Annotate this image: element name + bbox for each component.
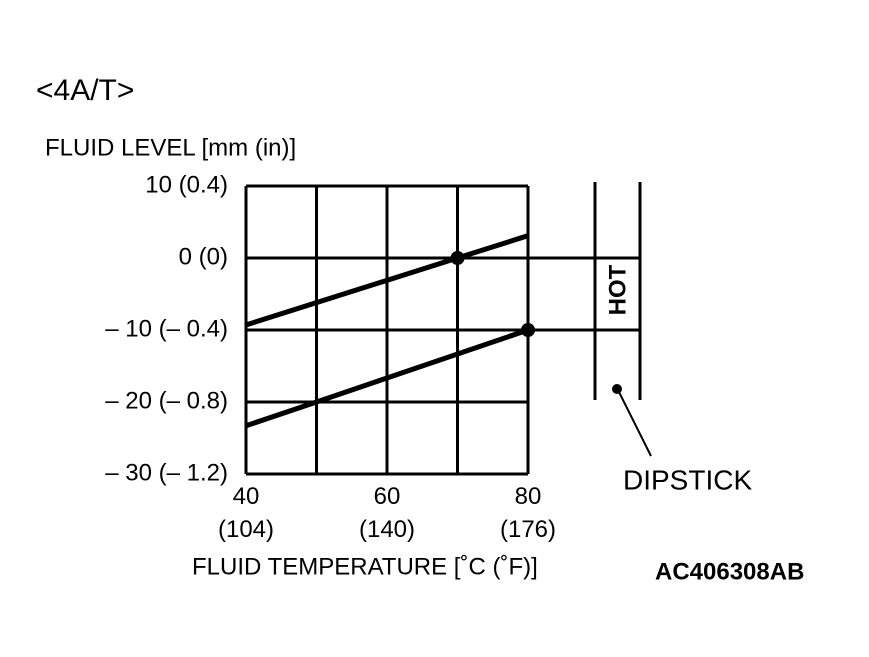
dipstick-dot [612,384,622,394]
figure-id: AC406308AB [655,558,804,585]
y-tick-label: – 20 (– 0.8) [105,387,228,414]
x-tick-label: 60 (140) [358,483,416,543]
chart-title: <4A/T> [36,74,134,107]
data-point [521,323,535,337]
y-axis-label: FLUID LEVEL [mm (in)] [45,134,296,161]
data-point [450,251,465,265]
y-tick-label: – 10 (– 0.4) [105,315,228,342]
leader-line [618,391,652,457]
data-line [245,327,529,429]
y-tick-label: 0 (0) [179,243,228,270]
hot-label: HOT [604,264,631,315]
y-tick-label: – 30 (– 1.2) [105,459,228,486]
y-tick-label: 10 (0.4) [145,171,228,198]
dipstick-caption: DIPSTICK [623,464,752,495]
x-tick-label: 40 (104) [217,483,275,543]
x-axis-label: FLUID TEMPERATURE [˚C (˚F)] [192,553,538,580]
x-tick-label: 80 (176) [499,483,557,543]
